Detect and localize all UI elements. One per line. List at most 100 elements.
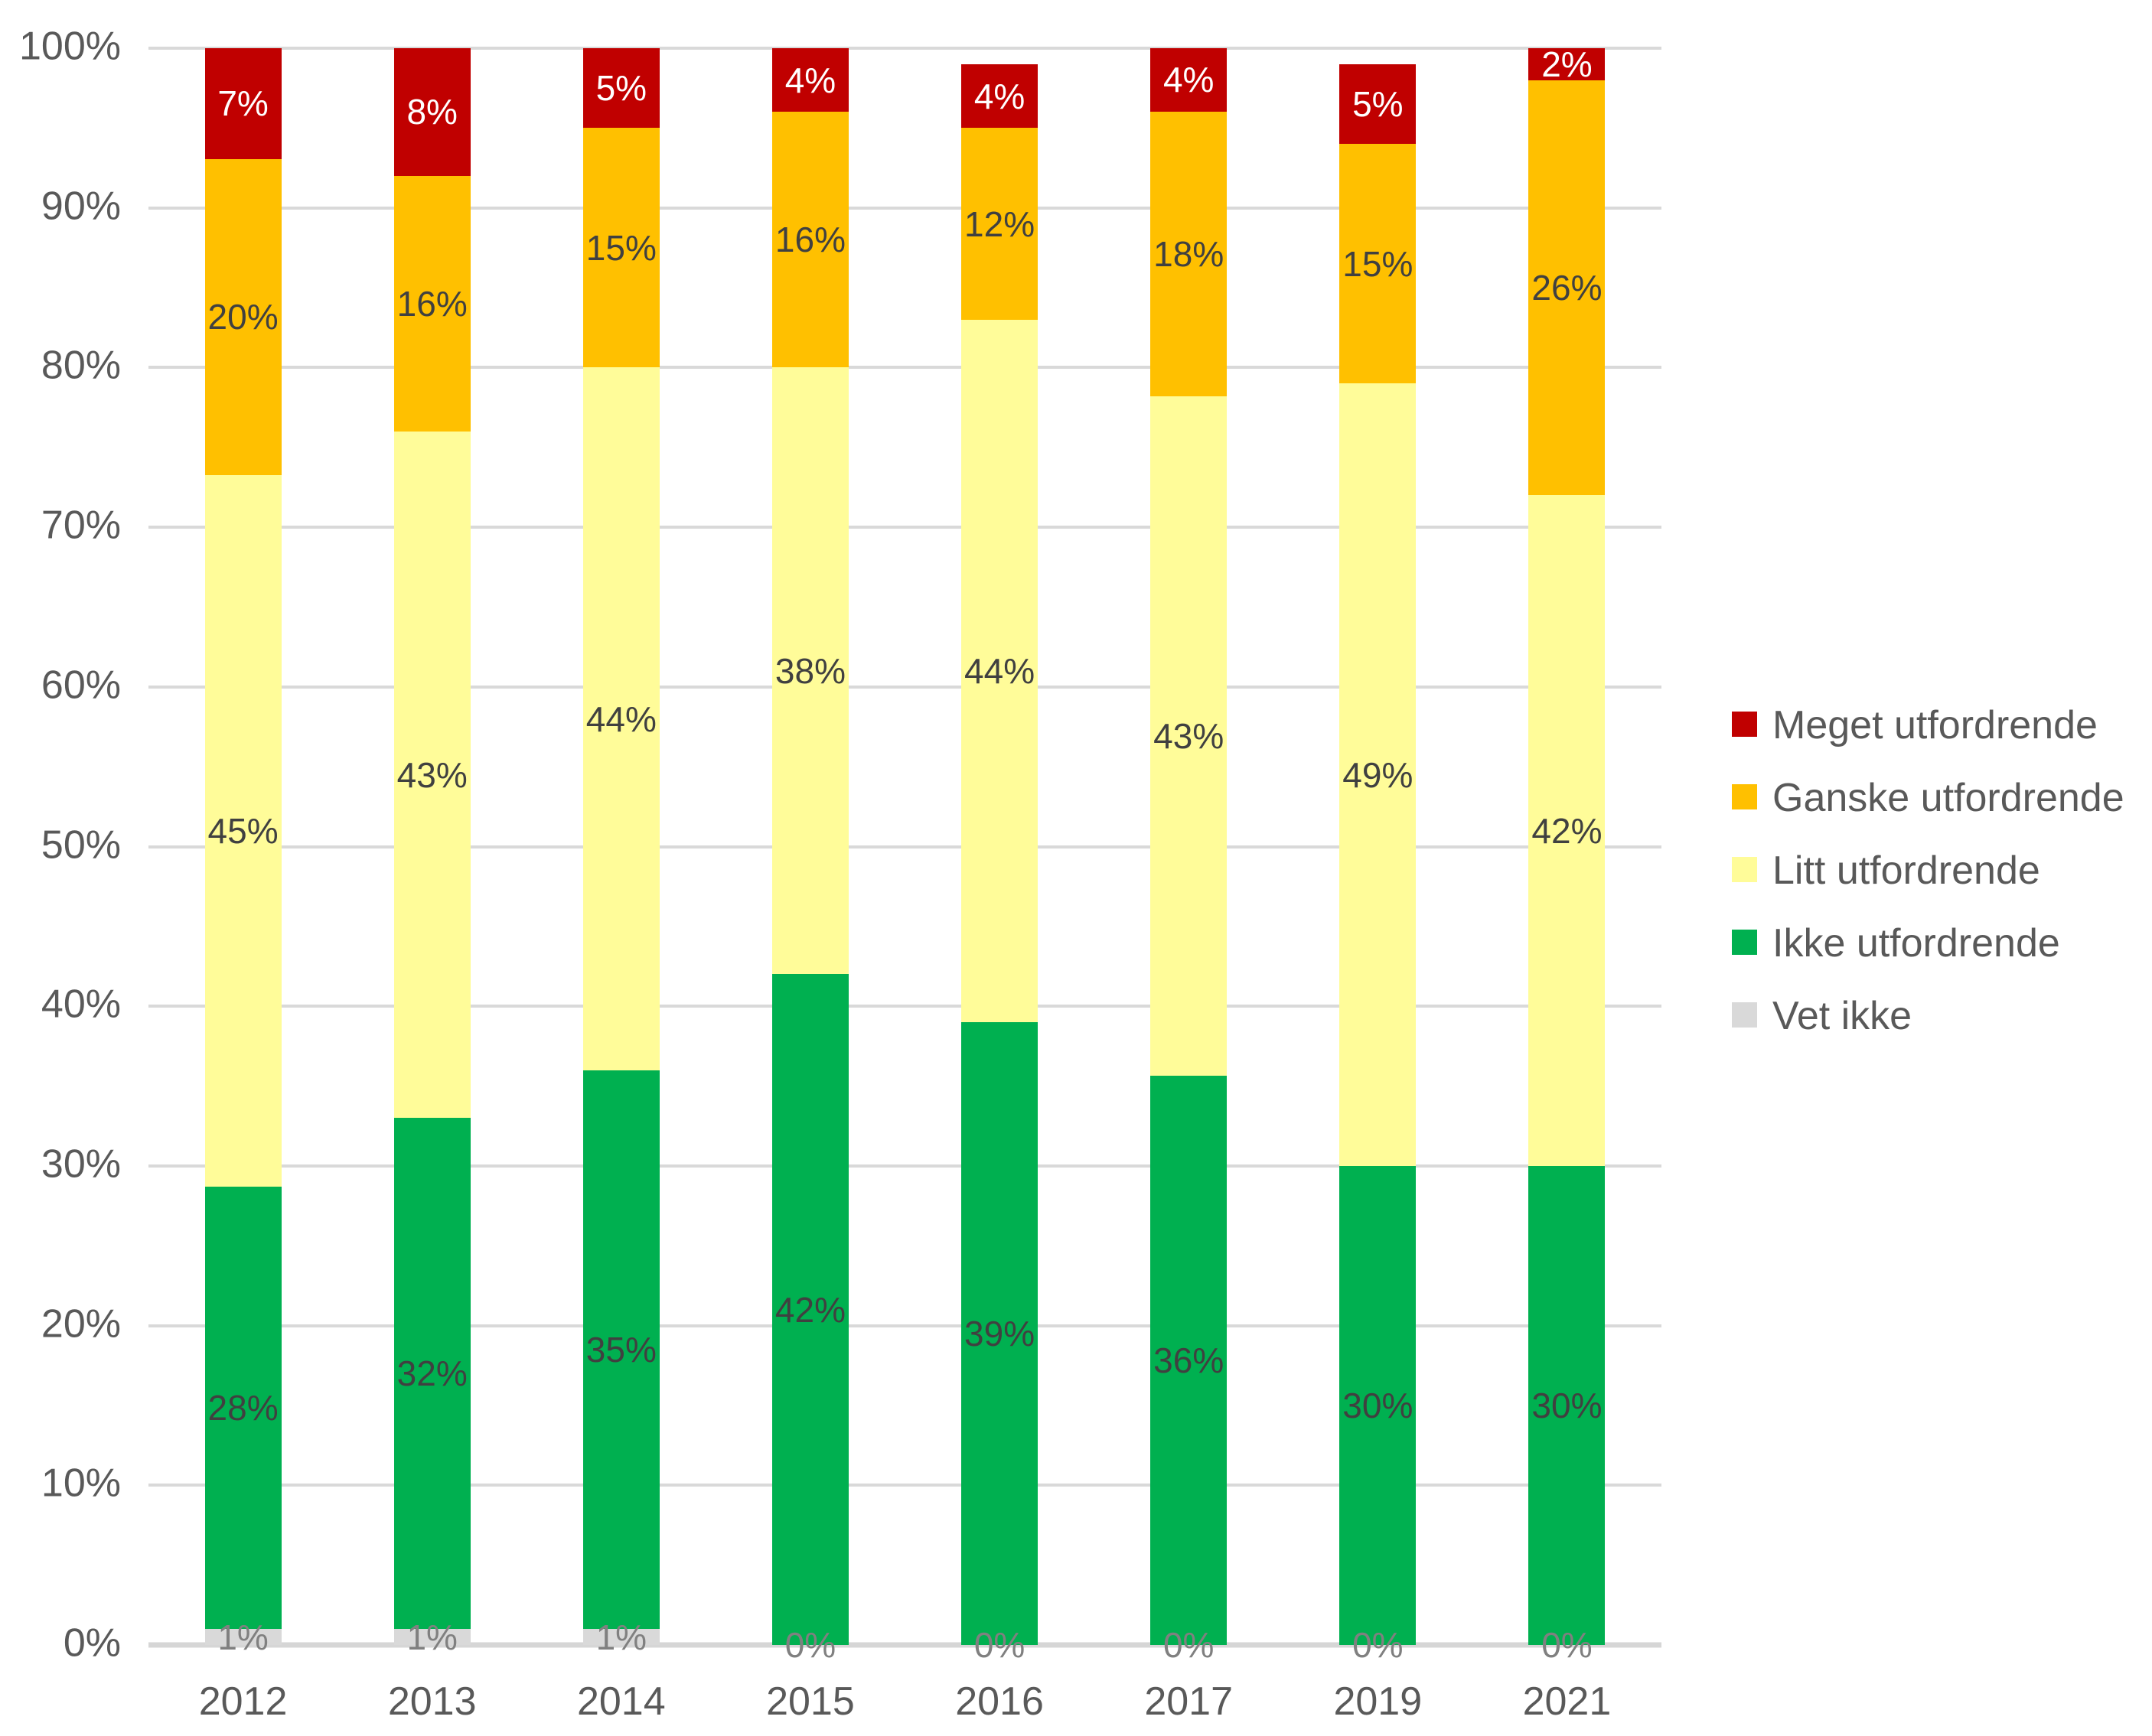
bar-segment-litt-utfordrende <box>582 367 660 1070</box>
x-axis-label: 2012 <box>198 1679 288 1724</box>
legend-item: Litt utfordrende <box>1732 848 2115 893</box>
gridline <box>148 1164 1661 1168</box>
bar-segment-ganske-utfordrende <box>1528 80 1606 496</box>
bar-segment-label: 20% <box>207 297 279 337</box>
bar-segment-litt-utfordrende <box>961 319 1039 1023</box>
bar-segment-label: 42% <box>1531 810 1603 851</box>
bar-segment-ganske-utfordrende <box>1150 111 1228 396</box>
bar-segment-litt-utfordrende <box>393 431 471 1119</box>
y-tick-label: 60% <box>41 663 121 708</box>
legend-label: Ganske utfordrende <box>1772 776 2124 820</box>
bar-segment-label: 38% <box>774 650 846 691</box>
bar-segment-label: 0% <box>1541 1625 1593 1665</box>
y-tick-label: 70% <box>41 503 121 548</box>
bar-segment-litt-utfordrende <box>1339 383 1417 1166</box>
legend-swatch-ikke-utfordrende <box>1732 930 1757 955</box>
bar-segment-vet-ikke <box>204 1629 282 1645</box>
bar-segment-label: 0% <box>1162 1625 1215 1665</box>
bar-segment-meget-utfordrende <box>393 48 471 176</box>
x-axis-label: 2013 <box>387 1679 477 1724</box>
y-tick-label: 50% <box>41 822 121 868</box>
bar-segment-label: 43% <box>1153 715 1224 756</box>
bar-segment-label: 12% <box>964 204 1035 244</box>
gridline <box>148 206 1661 210</box>
bar-segment-vet-ikke <box>582 1629 660 1645</box>
bar-segment-litt-utfordrende <box>771 367 849 975</box>
bar-segment-ganske-utfordrende <box>961 128 1039 320</box>
legend-item: Vet ikke <box>1732 994 2115 1038</box>
bar-segment-ikke-utfordrende <box>961 1022 1039 1645</box>
x-axis-label: 2017 <box>1144 1679 1234 1724</box>
bar-segment-label: 1% <box>217 1617 269 1657</box>
gridline <box>148 47 1661 50</box>
bar-segment-label: 44% <box>964 650 1035 691</box>
gridline <box>148 685 1661 689</box>
y-tick-label: 80% <box>41 343 121 388</box>
y-tick-label: 20% <box>41 1301 121 1347</box>
bar-segment-label: 44% <box>585 699 657 739</box>
bar-segment-label: 15% <box>1342 243 1413 284</box>
bar-segment-label: 5% <box>595 68 647 109</box>
bar-segment-label: 16% <box>774 220 846 260</box>
bar-segment-label: 1% <box>595 1617 647 1657</box>
legend-swatch-litt-utfordrende <box>1732 857 1757 882</box>
bar-segment-label: 28% <box>207 1388 279 1428</box>
bar-segment-ganske-utfordrende <box>393 175 471 432</box>
bar-segment-vet-ikke <box>393 1629 471 1645</box>
bar-segment-meget-utfordrende <box>771 48 849 112</box>
bar-segment-label: 39% <box>964 1314 1035 1354</box>
legend-swatch-meget-utfordrende <box>1732 712 1757 737</box>
bar-segment-label: 45% <box>207 810 279 851</box>
bar-segment-label: 35% <box>585 1329 657 1370</box>
bar-segment-label: 0% <box>784 1625 836 1665</box>
bar-segment-ganske-utfordrende <box>771 112 849 368</box>
y-tick-label: 100% <box>19 24 121 69</box>
bar-segment-label: 1% <box>406 1617 458 1657</box>
bar-segment-meget-utfordrende <box>204 48 282 159</box>
bar-segment-ganske-utfordrende <box>582 128 660 368</box>
bar-segment-label: 49% <box>1342 754 1413 795</box>
bar-segment-ganske-utfordrende <box>204 158 282 475</box>
bar-segment-label: 36% <box>1153 1340 1224 1381</box>
legend-swatch-ganske-utfordrende <box>1732 784 1757 809</box>
bar-segment-meget-utfordrende <box>961 64 1039 129</box>
gridline <box>148 1005 1661 1008</box>
x-axis-label: 2015 <box>766 1679 855 1724</box>
legend-item: Ikke utfordrende <box>1732 921 2115 966</box>
bar-segment-meget-utfordrende <box>1528 48 1606 80</box>
bar-segment-label: 42% <box>774 1289 846 1330</box>
legend-label: Ikke utfordrende <box>1772 921 2060 966</box>
bar-segment-label: 2% <box>1541 44 1593 84</box>
bar-segment-label: 16% <box>396 283 468 324</box>
x-axis-label: 2014 <box>576 1679 666 1724</box>
legend-label: Vet ikke <box>1772 994 1912 1038</box>
y-tick-label: 40% <box>41 982 121 1027</box>
x-axis-label: 2016 <box>955 1679 1044 1724</box>
bar-segment-ikke-utfordrende <box>1150 1076 1228 1645</box>
bar-segment-meget-utfordrende <box>1339 64 1417 145</box>
bar-segment-ikke-utfordrende <box>393 1118 471 1630</box>
x-axis-label: 2019 <box>1333 1679 1423 1724</box>
bar-segment-label: 7% <box>217 83 269 124</box>
bar-segment-label: 5% <box>1352 84 1404 125</box>
x-axis-label: 2021 <box>1522 1679 1612 1724</box>
bar-segment-label: 30% <box>1342 1385 1413 1425</box>
bar-segment-label: 4% <box>1162 60 1215 100</box>
y-tick-label: 90% <box>41 184 121 229</box>
bar-segment-label: 15% <box>585 227 657 268</box>
bar-segment-ikke-utfordrende <box>582 1070 660 1630</box>
bar-segment-label: 30% <box>1531 1385 1603 1425</box>
legend-label: Meget utfordrende <box>1772 703 2098 747</box>
gridline <box>148 366 1661 370</box>
bar-segment-label: 4% <box>973 76 1025 116</box>
bar-segment-label: 0% <box>1352 1625 1404 1665</box>
legend-swatch-vet-ikke <box>1732 1002 1757 1028</box>
bar-segment-label: 32% <box>396 1353 468 1394</box>
bar-segment-ganske-utfordrende <box>1339 144 1417 384</box>
gridline <box>148 526 1661 529</box>
y-tick-label: 0% <box>63 1620 121 1666</box>
y-tick-label: 10% <box>41 1461 121 1506</box>
bar-segment-ikke-utfordrende <box>1528 1165 1606 1645</box>
legend-item: Meget utfordrende <box>1732 703 2115 747</box>
